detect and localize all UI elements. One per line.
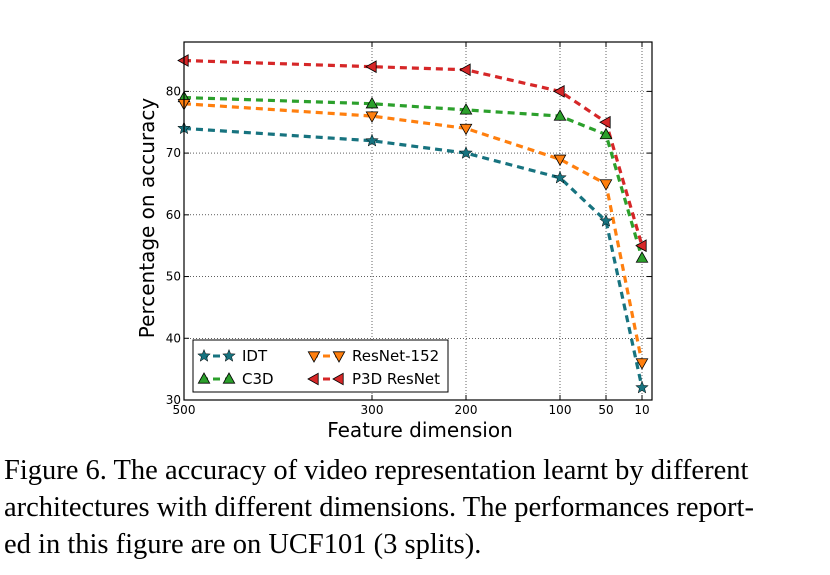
series-line-p3d-resnet (183, 58, 644, 247)
x-axis-label: Feature dimension (327, 418, 513, 442)
data-point-resnet-152 (553, 154, 567, 167)
caption-line: architectures with different dimensions.… (4, 492, 754, 523)
data-point-c3d (553, 109, 567, 121)
legend-label-idt: IDT (242, 347, 268, 365)
data-point-c3d (599, 127, 613, 140)
grid (184, 42, 652, 400)
figure-caption: Figure 6. The accuracy of video represen… (4, 452, 826, 563)
plot-frame (183, 41, 653, 401)
series-markers (177, 54, 649, 394)
y-tick-label: 50 (166, 270, 181, 284)
series-line-idt (183, 126, 644, 388)
legend-marker-idt (197, 348, 211, 362)
x-tick-label: 500 (173, 403, 196, 417)
legend-marker-c3d (222, 372, 236, 384)
data-point-p3d-resnet (459, 63, 471, 77)
x-tick-label: 10 (634, 403, 649, 417)
legend-marker-p3d-resnet (332, 372, 344, 386)
data-point-p3d-resnet (365, 60, 377, 74)
series-line-resnet-152 (183, 102, 644, 364)
y-tick-label: 70 (166, 146, 181, 160)
data-point-idt (635, 380, 649, 394)
data-point-idt (553, 170, 567, 184)
legend-label-p3d-resnet: P3D ResNet (352, 370, 440, 388)
legend-label-c3d: C3D (242, 370, 274, 388)
x-tick-label: 100 (549, 403, 572, 417)
data-point-resnet-152 (365, 111, 379, 123)
accuracy-line-chart: 30 40 50 60 70 80 500 300 200 100 50 10 Feature dim… (135, 41, 653, 442)
y-tick-label: 30 (166, 393, 181, 407)
y-tick-label: 60 (166, 208, 181, 222)
x-tick-label: 50 (598, 403, 613, 417)
data-point-c3d (459, 103, 473, 115)
legend-marker-resnet-152 (332, 351, 346, 363)
data-point-c3d (365, 96, 379, 109)
y-tick-label: 80 (166, 84, 181, 98)
legend-marker-resnet-152 (307, 351, 321, 363)
x-tick-label: 300 (361, 403, 384, 417)
data-point-p3d-resnet (553, 84, 565, 98)
series-line-c3d (183, 95, 644, 259)
series-lines (183, 58, 644, 388)
legend-marker-p3d-resnet (307, 372, 319, 386)
y-tick-label: 40 (166, 331, 181, 345)
caption-line: ed in this figure are on UCF101 (3 split… (4, 529, 482, 560)
legend-label-resnet-152: ResNet-152 (352, 347, 439, 365)
data-point-p3d-resnet (599, 115, 611, 129)
data-point-p3d-resnet (635, 239, 647, 253)
data-point-idt (365, 133, 379, 147)
data-point-resnet-152 (635, 358, 649, 370)
legend: IDT C3D ResNet-152 P3D ResNet (192, 339, 449, 393)
data-point-idt (459, 145, 473, 159)
data-point-resnet-152 (599, 179, 613, 191)
data-point-idt (599, 213, 613, 227)
ticks: 30 40 50 60 70 80 500 300 200 100 50 10 (166, 42, 652, 417)
y-axis-label: Percentage on accuracy (135, 98, 159, 339)
data-point-p3d-resnet (177, 54, 189, 67)
legend-marker-c3d (197, 372, 211, 384)
data-point-resnet-152 (459, 123, 473, 136)
x-tick-label: 200 (455, 403, 478, 417)
data-point-c3d (635, 251, 649, 263)
legend-marker-idt (222, 348, 236, 362)
caption-line: Figure 6. The accuracy of video represen… (4, 455, 749, 486)
legend-box (192, 339, 449, 393)
